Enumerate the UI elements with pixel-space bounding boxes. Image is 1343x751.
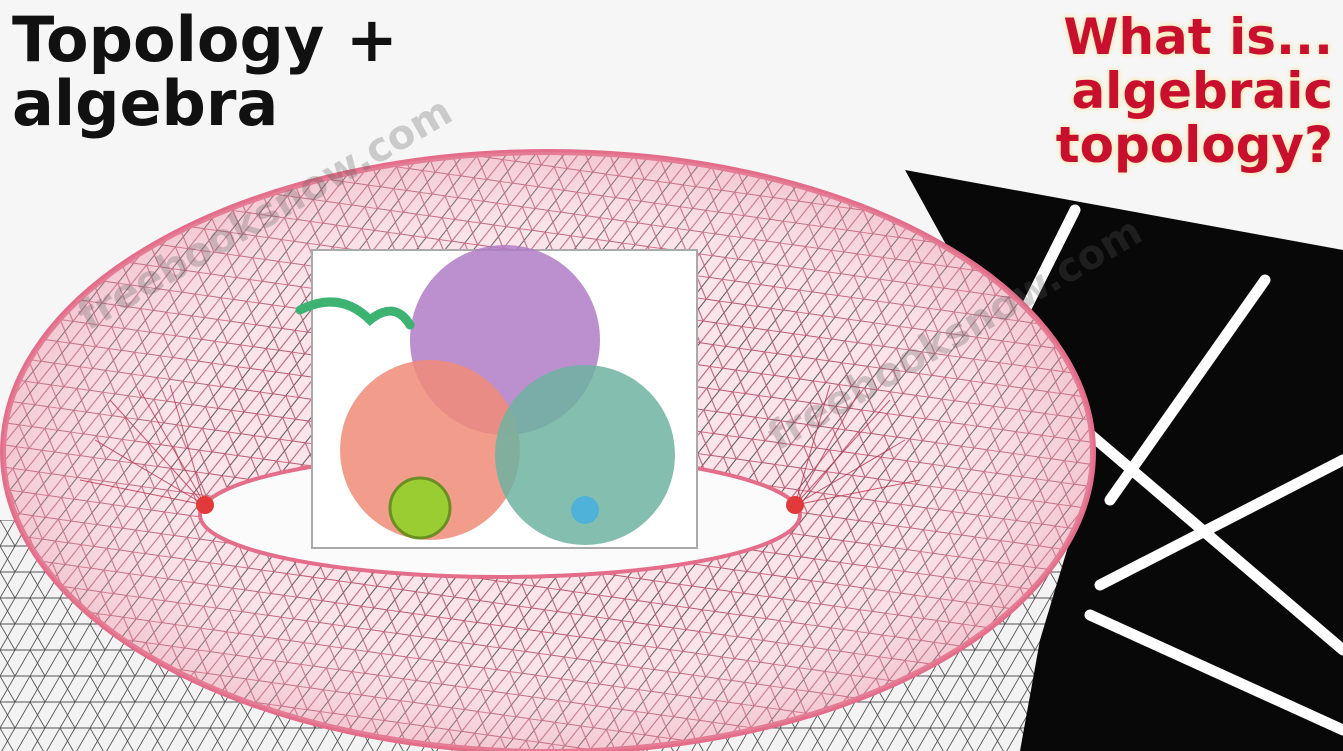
main-title: Topology + algebra (12, 8, 532, 136)
black-grid-icon (905, 170, 1343, 751)
venn-diagram-icon (295, 245, 698, 549)
question-line-1: What is... (1063, 8, 1333, 66)
title-line-2: algebra (12, 67, 279, 140)
title-line-1: Topology + (12, 3, 398, 76)
question-line-2: algebraic (1071, 62, 1333, 120)
question-title: What is... algebraic topology? (973, 10, 1333, 172)
question-line-3: topology? (1055, 116, 1333, 174)
